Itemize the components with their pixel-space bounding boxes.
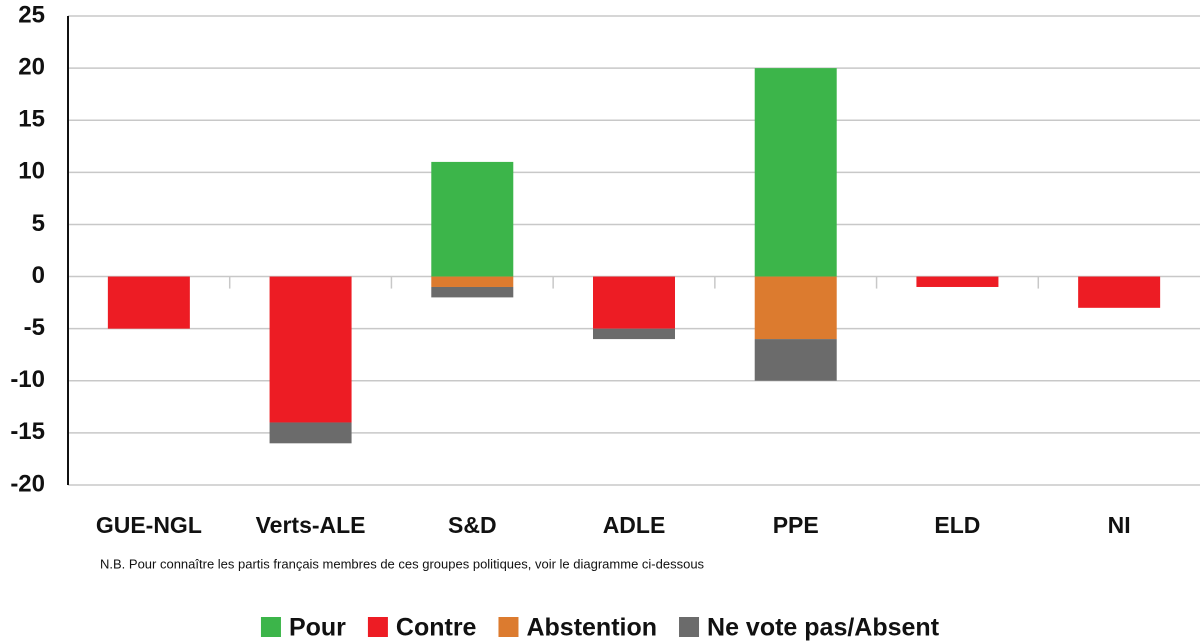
y-tick-label: -10 [10, 366, 45, 393]
x-tick-label: PPE [773, 512, 819, 538]
bar-segment [431, 276, 514, 287]
y-tick-label: 0 [32, 262, 45, 289]
y-tick-label: -20 [10, 470, 45, 497]
y-tick-label: 25 [18, 1, 45, 28]
y-tick-label: 20 [18, 53, 45, 80]
legend-label: Abstention [526, 614, 657, 642]
bar-segment [1078, 276, 1161, 308]
bar-segment [916, 276, 999, 287]
y-tick-label: 15 [18, 106, 45, 133]
bar-segment [593, 276, 675, 329]
x-tick-label: ELD [934, 512, 980, 538]
x-tick-label: ADLE [603, 512, 666, 538]
note: N.B. Pour connaître les partis français … [100, 556, 705, 571]
bar-segment [754, 68, 837, 277]
x-tick-label: S&D [448, 512, 497, 538]
legend-label: Pour [289, 614, 346, 642]
legend-swatch [498, 617, 519, 637]
x-tick-label: NI [1108, 512, 1131, 538]
y-tick-label: 5 [32, 210, 45, 237]
bar-segment [431, 161, 514, 277]
bar-segment [754, 276, 837, 340]
legend-swatch [260, 617, 281, 637]
bar-segment [754, 339, 837, 381]
bar-segment [269, 276, 352, 423]
bar-segment [107, 276, 190, 329]
bar-segment [593, 328, 675, 340]
x-tick-label: Verts-ALE [256, 512, 366, 538]
legend-label: Contre [396, 614, 477, 642]
bar-segment [431, 286, 514, 298]
y-tick-label: -5 [24, 314, 45, 341]
y-tick-label: -15 [10, 418, 45, 445]
x-tick-label: GUE-NGL [96, 512, 202, 538]
legend-swatch [679, 617, 700, 637]
y-tick-label: 10 [18, 158, 45, 185]
legend-label: Ne vote pas/Absent [707, 614, 940, 642]
legend-swatch [367, 617, 388, 637]
bar-segment [269, 422, 352, 444]
